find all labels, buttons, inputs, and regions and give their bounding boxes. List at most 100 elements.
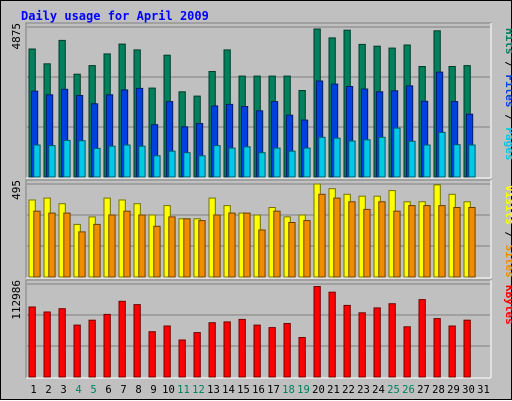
bar-kbytes-day-8 [133, 304, 141, 378]
x-tick-label: 17 [267, 384, 280, 396]
bar-sites-day-1 [33, 210, 41, 278]
bar-pages-day-21 [333, 137, 341, 178]
bar-pages-day-17 [273, 147, 281, 178]
series-pages [33, 127, 476, 178]
bar-pages-day-5 [93, 147, 101, 178]
bar-kbytes-day-11 [178, 339, 186, 378]
bar-pages-day-30 [468, 144, 476, 178]
bar-sites-day-20 [318, 193, 326, 278]
bar-kbytes-day-27 [418, 299, 426, 378]
panel-legend: Visits / Sites [503, 185, 512, 278]
bar-kbytes-day-18 [283, 323, 291, 378]
y-axis-max-label: 4875 [10, 23, 23, 50]
bar-kbytes-day-30 [463, 319, 471, 378]
bar-sites-day-13 [213, 214, 221, 278]
bar-kbytes-day-12 [193, 332, 201, 378]
bar-sites-day-23 [363, 208, 371, 278]
x-tick-label: 7 [120, 384, 126, 396]
x-tick-label: 1 [30, 384, 36, 396]
bar-sites-day-3 [63, 212, 71, 278]
bar-sites-day-6 [108, 214, 116, 278]
bar-kbytes-day-17 [268, 327, 276, 378]
x-tick-label: 24 [372, 384, 385, 396]
bar-sites-day-19 [303, 220, 311, 278]
x-tick-label: 15 [237, 384, 250, 396]
bar-sites-day-17 [273, 210, 281, 278]
x-tick-label: 2 [45, 384, 51, 396]
y-axis-max-label: 112986 [10, 280, 23, 320]
x-tick-label: 11 [177, 384, 190, 396]
legend-visits: Visits [503, 185, 512, 225]
chart-title: Daily usage for April 2009 [21, 9, 209, 23]
bar-pages-day-12 [198, 155, 206, 178]
bar-pages-day-11 [183, 152, 191, 178]
panel-visits-sites: 495 Visits / Sites [10, 179, 512, 279]
bar-sites-day-14 [228, 212, 236, 278]
x-tick-label: 14 [222, 384, 235, 396]
bar-sites-day-9 [153, 225, 161, 278]
bar-pages-day-27 [423, 144, 431, 178]
bar-pages-day-13 [213, 145, 221, 178]
x-tick-label: 10 [162, 384, 175, 396]
bar-kbytes-day-22 [343, 304, 351, 378]
bar-kbytes-day-23 [358, 312, 366, 378]
x-tick-label: 20 [312, 384, 325, 396]
bar-pages-day-1 [33, 144, 41, 178]
bar-pages-day-6 [108, 145, 116, 178]
panel-legend: KBytes [503, 285, 512, 325]
bar-kbytes-day-15 [238, 318, 246, 378]
x-tick-label: 27 [417, 384, 430, 396]
bar-sites-day-26 [408, 205, 416, 278]
legend-hits: Hits [503, 28, 512, 55]
bar-pages-day-7 [123, 144, 131, 178]
x-tick-label: 8 [135, 384, 141, 396]
x-tick-label: 30 [462, 384, 475, 396]
x-tick-label: 16 [252, 384, 265, 396]
legend-sep: / [503, 225, 512, 245]
bar-sites-day-5 [93, 223, 101, 278]
bar-sites-day-21 [333, 197, 341, 278]
bar-pages-day-22 [348, 140, 356, 178]
bar-kbytes-day-4 [73, 324, 81, 378]
x-tick-label: 31 [477, 384, 490, 396]
bar-kbytes-day-21 [328, 291, 336, 378]
x-tick-label: 28 [432, 384, 445, 396]
x-tick-label: 25 [387, 384, 400, 396]
bar-kbytes-day-3 [58, 308, 66, 378]
bar-kbytes-day-25 [388, 303, 396, 378]
bar-sites-day-30 [468, 207, 476, 278]
bar-sites-day-24 [378, 201, 386, 278]
x-tick-label: 6 [105, 384, 111, 396]
bar-pages-day-25 [393, 127, 401, 178]
bar-kbytes-day-13 [208, 322, 216, 378]
bar-pages-day-23 [363, 139, 371, 178]
x-tick-label: 13 [207, 384, 220, 396]
legend-sep: / [503, 55, 512, 75]
bar-sites-day-22 [348, 201, 356, 278]
bar-pages-day-28 [438, 131, 446, 178]
bar-sites-day-28 [438, 205, 446, 278]
bar-pages-day-3 [63, 139, 71, 178]
bar-pages-day-29 [453, 144, 461, 178]
bar-kbytes-day-2 [43, 311, 51, 378]
x-tick-label: 12 [192, 384, 205, 396]
bar-kbytes-day-1 [28, 306, 36, 378]
x-tick-label: 26 [402, 384, 415, 396]
bar-kbytes-day-9 [148, 331, 156, 378]
bar-kbytes-day-19 [298, 337, 306, 378]
bar-pages-day-20 [318, 136, 326, 178]
bar-pages-day-16 [258, 152, 266, 178]
bar-kbytes-day-29 [448, 325, 456, 378]
bar-sites-day-29 [453, 207, 461, 278]
bar-pages-day-10 [168, 150, 176, 178]
bar-sites-day-4 [78, 231, 86, 278]
bar-kbytes-day-5 [88, 319, 96, 378]
bar-pages-day-18 [288, 150, 296, 178]
bar-kbytes-day-28 [433, 318, 441, 378]
legend-kbytes: KBytes [503, 285, 512, 325]
x-tick-label: 22 [342, 384, 355, 396]
bar-pages-day-24 [378, 136, 386, 178]
x-tick-label: 23 [357, 384, 370, 396]
